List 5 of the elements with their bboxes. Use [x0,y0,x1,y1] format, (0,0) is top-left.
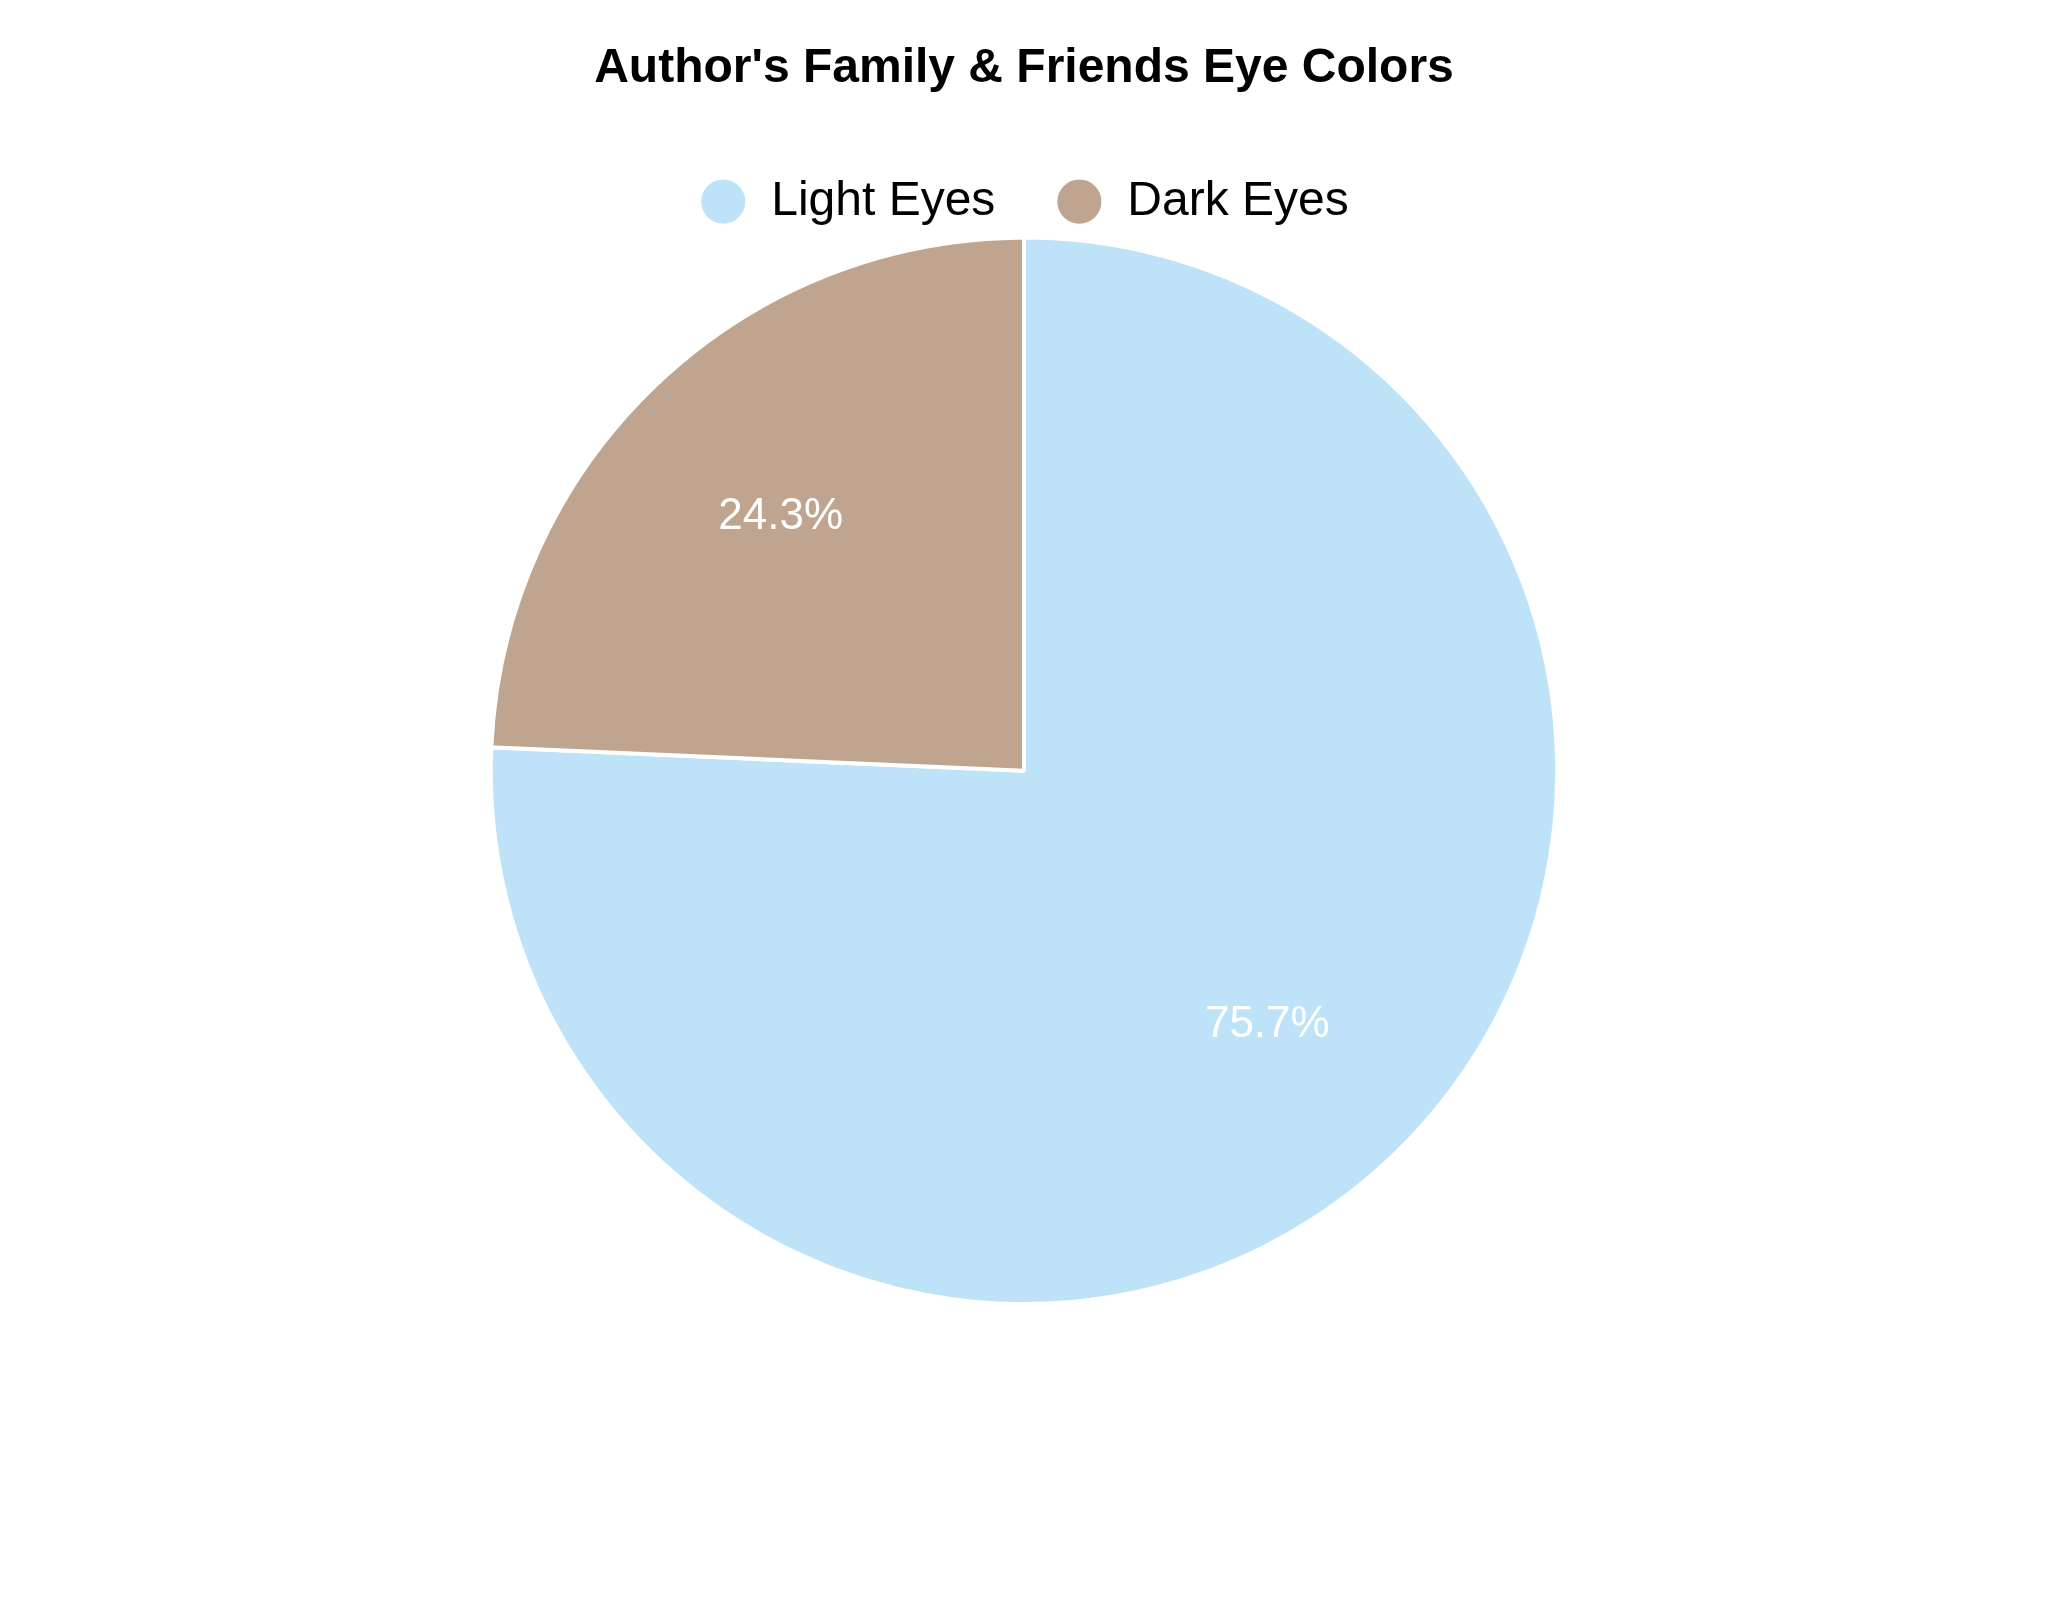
legend-label: Dark Eyes [1127,171,1349,225]
data-label: 24.3% [718,488,844,538]
data-label: 75.7% [1204,997,1330,1047]
chart-title: Author's Family & Friends Eye Colors [594,39,1454,93]
legend-label: Light Eyes [771,171,996,225]
